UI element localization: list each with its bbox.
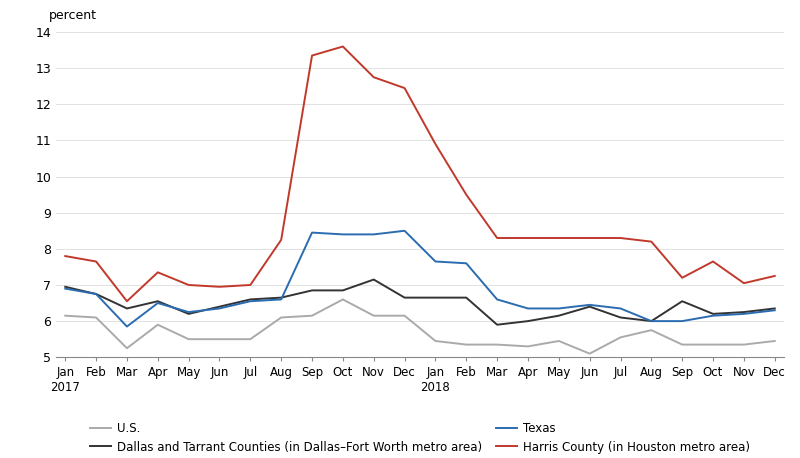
Legend: U.S., Dallas and Tarrant Counties (in Dallas–Fort Worth metro area), Texas, Harr: U.S., Dallas and Tarrant Counties (in Da…: [90, 422, 750, 453]
Text: percent: percent: [49, 9, 97, 22]
